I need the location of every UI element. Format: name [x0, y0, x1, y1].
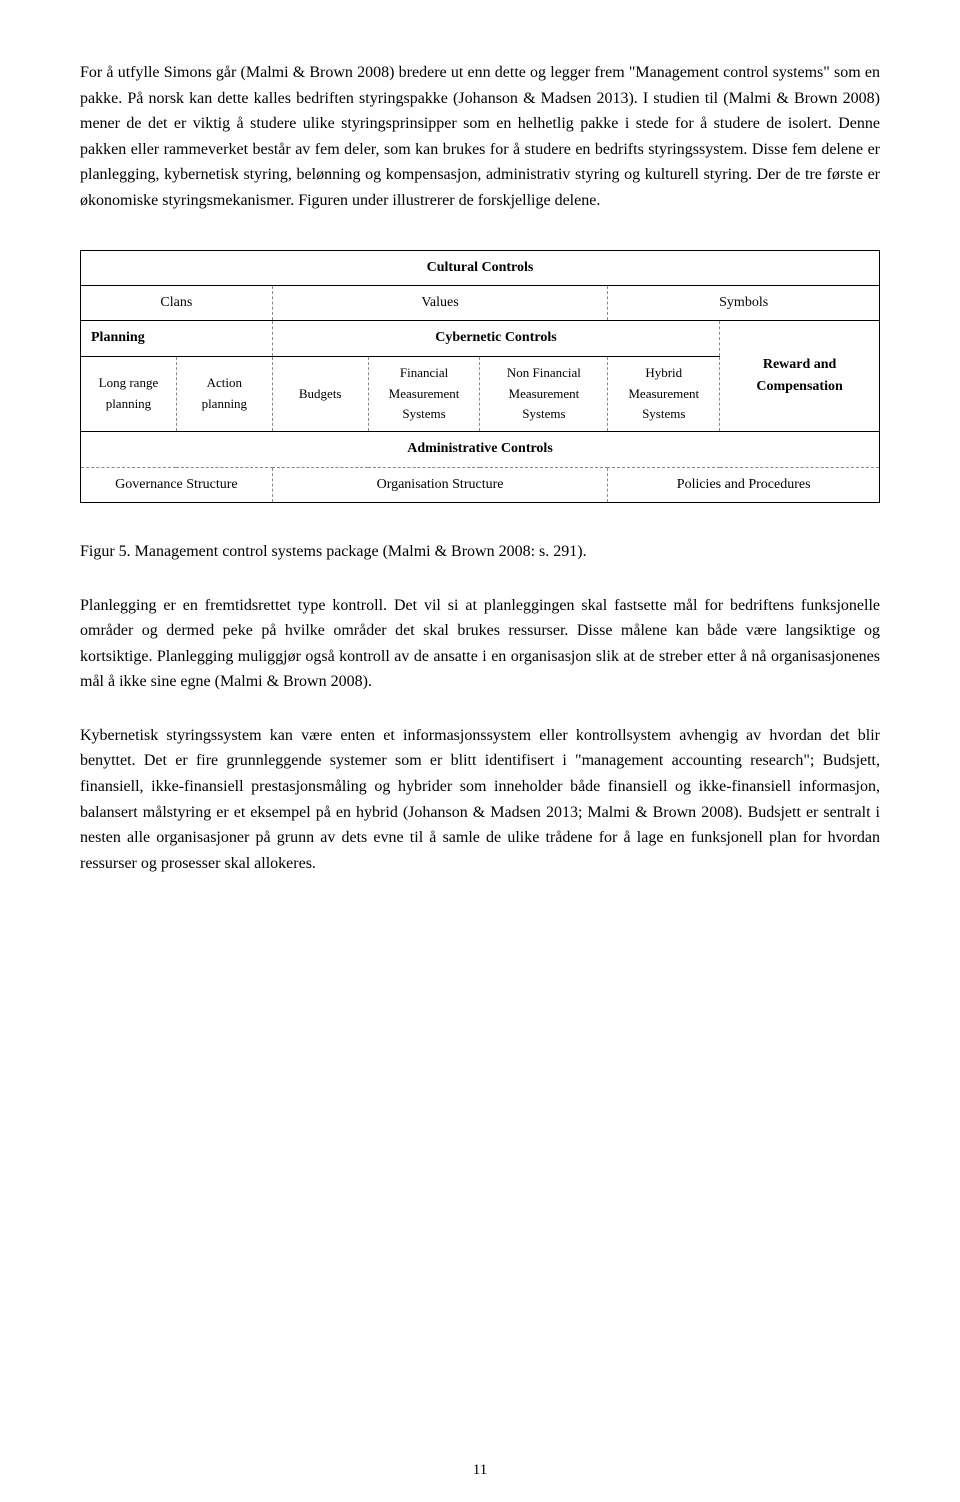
- paragraph-2: Planlegging er en fremtidsrettet type ko…: [80, 593, 880, 695]
- mcs-package-table: Cultural Controls Clans Values Symbols P…: [80, 250, 880, 503]
- paragraph-3: Kybernetisk styringssystem kan være ente…: [80, 723, 880, 877]
- cell-hybrid-measurement: Hybrid Measurement Systems: [608, 356, 720, 431]
- cell-values: Values: [272, 285, 608, 320]
- cell-governance-structure: Governance Structure: [81, 467, 273, 502]
- paragraph-1: For å utfylle Simons går (Malmi & Brown …: [80, 60, 880, 214]
- cell-long-range-planning: Long range planning: [81, 356, 177, 431]
- cell-action-planning: Action planning: [176, 356, 272, 431]
- page-number: 11: [473, 1458, 487, 1482]
- cell-nonfinancial-measurement: Non Financial Measurement Systems: [480, 356, 608, 431]
- planning-header: Planning: [81, 321, 273, 356]
- cultural-controls-header: Cultural Controls: [81, 250, 880, 285]
- figure-caption: Figur 5. Management control systems pack…: [80, 539, 880, 565]
- cell-budgets: Budgets: [272, 356, 368, 431]
- cell-financial-measurement: Financial Measurement Systems: [368, 356, 480, 431]
- cell-organisation-structure: Organisation Structure: [272, 467, 608, 502]
- administrative-header: Administrative Controls: [81, 432, 880, 467]
- cell-policies-procedures: Policies and Procedures: [608, 467, 880, 502]
- reward-header: Reward and Compensation: [720, 321, 880, 432]
- cybernetic-header: Cybernetic Controls: [272, 321, 719, 356]
- cell-symbols: Symbols: [608, 285, 880, 320]
- cell-clans: Clans: [81, 285, 273, 320]
